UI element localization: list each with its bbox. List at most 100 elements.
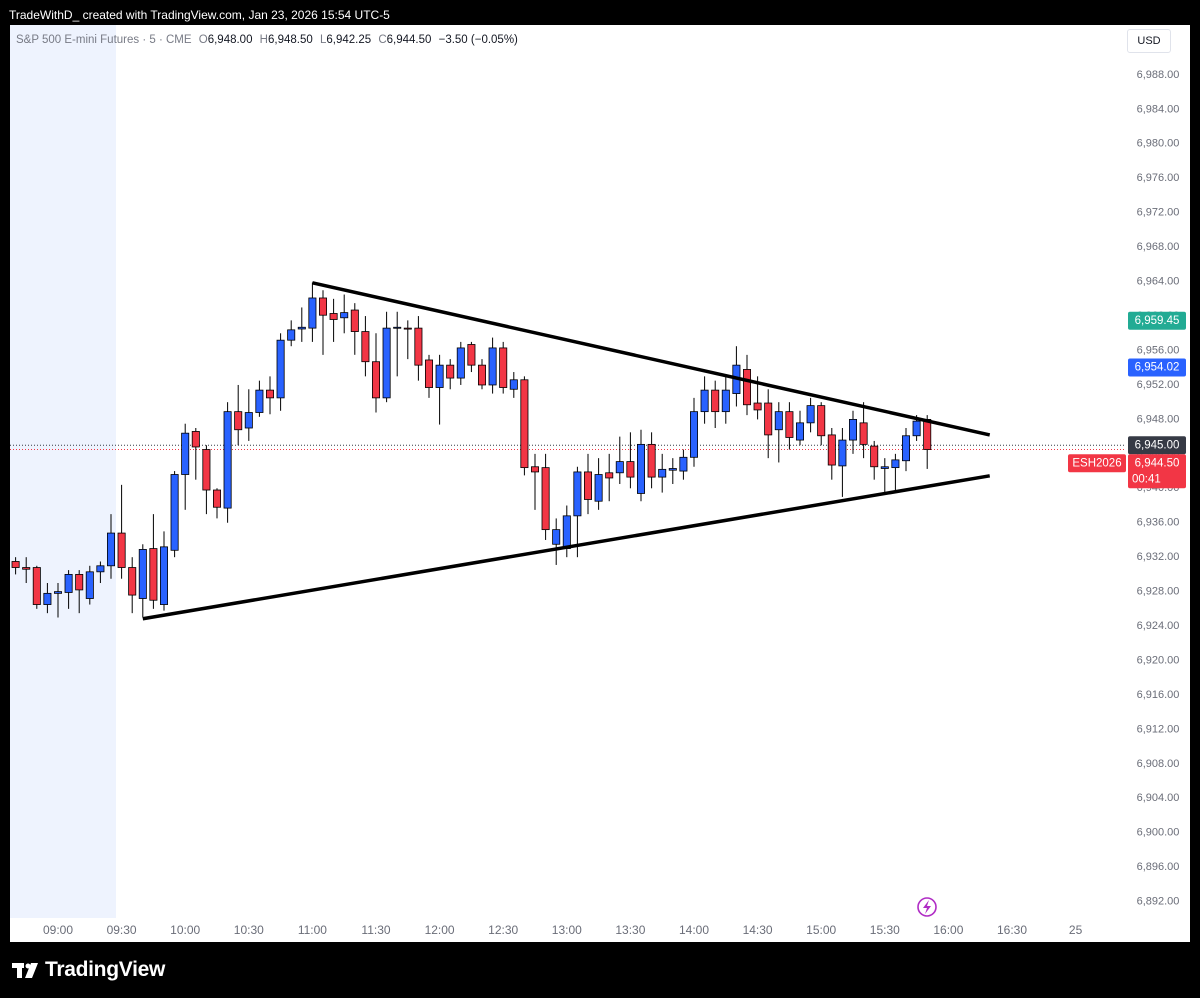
ohlc-key: C xyxy=(378,34,387,46)
y-tick-label: 6,948.00 xyxy=(1137,413,1180,425)
candle-body xyxy=(43,592,52,605)
y-tick-label: 6,980.00 xyxy=(1137,138,1180,150)
candle-body xyxy=(562,515,571,549)
candle-body xyxy=(584,471,593,500)
symbol-tag xyxy=(1068,454,1126,473)
x-tick-label: 25 xyxy=(1069,923,1083,937)
candle-body xyxy=(827,434,836,466)
price-label: 6,959.45 xyxy=(1135,315,1180,327)
candle-body xyxy=(637,443,646,494)
candle-body xyxy=(32,567,41,605)
x-tick-label: 12:30 xyxy=(488,923,518,937)
candle-body xyxy=(817,405,826,437)
candle-body xyxy=(796,422,805,441)
x-tick-label: 12:00 xyxy=(425,923,455,937)
candle-body xyxy=(446,364,455,379)
currency-button[interactable]: USD xyxy=(1127,29,1171,53)
x-tick-label: 13:30 xyxy=(615,923,645,937)
candle-body xyxy=(594,474,603,502)
price-label-box xyxy=(1128,436,1186,455)
change: −3.50 (−0.05%) xyxy=(438,34,518,46)
y-tick-label: 6,908.00 xyxy=(1137,758,1180,770)
ohlc-value: 6,948.50 xyxy=(267,34,313,46)
candle-body xyxy=(573,471,582,517)
candle-body xyxy=(414,327,423,366)
y-tick-label: 6,936.00 xyxy=(1137,517,1180,529)
y-tick-label: 6,900.00 xyxy=(1137,827,1180,839)
x-tick-label: 10:30 xyxy=(234,923,264,937)
x-tick-label: 13:00 xyxy=(552,923,582,937)
candle-body xyxy=(668,468,677,471)
candle-body xyxy=(361,331,370,363)
x-tick-label: 16:00 xyxy=(933,923,963,937)
lightning-icon[interactable] xyxy=(917,897,937,917)
candle-body xyxy=(467,344,476,366)
candle-body xyxy=(265,389,274,399)
candle-body xyxy=(308,297,317,329)
trendline xyxy=(142,474,991,621)
candle-body xyxy=(552,529,561,545)
y-tick-label: 6,964.00 xyxy=(1137,276,1180,288)
x-tick-label: 15:00 xyxy=(806,923,836,937)
candle-body xyxy=(456,347,465,379)
x-tick-label: 14:00 xyxy=(679,923,709,937)
candle-body xyxy=(647,443,656,478)
candle-body xyxy=(11,561,20,568)
candle-body xyxy=(96,565,105,573)
x-tick-label: 14:30 xyxy=(743,923,773,937)
price-label-box xyxy=(1128,311,1186,330)
ohlc-value: 6,942.25 xyxy=(326,34,372,46)
candle-body xyxy=(223,411,232,509)
price-label: 6,954.02 xyxy=(1135,362,1180,374)
x-tick-label: 11:30 xyxy=(361,923,390,937)
candle-body xyxy=(202,449,211,491)
y-tick-label: 6,976.00 xyxy=(1137,172,1180,184)
candle-body xyxy=(340,312,349,319)
candle-body xyxy=(626,461,635,478)
candle-body xyxy=(700,389,709,413)
candle-body xyxy=(880,466,889,469)
y-tick-label: 6,988.00 xyxy=(1137,69,1180,81)
candle-body xyxy=(22,567,31,570)
candle-body xyxy=(753,402,762,411)
candle-body xyxy=(276,339,285,399)
candle-body xyxy=(891,459,900,469)
candle-body xyxy=(764,402,773,436)
y-tick-label: 6,972.00 xyxy=(1137,207,1180,219)
branding: TradingView xyxy=(45,958,166,981)
y-tick-label: 6,912.00 xyxy=(1137,723,1180,735)
candle-body xyxy=(350,309,359,332)
candle-body xyxy=(255,389,264,413)
symbol-legend: S&P 500 E-mini Futures · 5 · CME O6,948.… xyxy=(16,34,522,46)
candle-body xyxy=(382,327,391,399)
price-label: 6,944.50 xyxy=(1135,457,1180,469)
candle-body xyxy=(870,445,879,468)
candle-body xyxy=(435,364,444,388)
candle-body xyxy=(159,546,168,605)
symbol: S&P 500 E-mini Futures · 5 · CME xyxy=(16,34,192,46)
y-tick-label: 6,984.00 xyxy=(1137,103,1180,115)
y-tick-label: 6,968.00 xyxy=(1137,241,1180,253)
y-tick-label: 6,928.00 xyxy=(1137,586,1180,598)
candle-body xyxy=(774,411,783,431)
candle-body xyxy=(541,467,550,531)
candle-body xyxy=(85,571,94,599)
candle-body xyxy=(117,532,126,568)
candle-body xyxy=(181,432,190,475)
candle-body xyxy=(488,347,497,386)
candle-body xyxy=(923,419,932,450)
candle-body xyxy=(785,411,794,438)
candle-body xyxy=(424,359,433,388)
countdown: 00:41 xyxy=(1132,473,1161,485)
x-tick-label: 16:30 xyxy=(997,923,1027,937)
y-tick-label: 6,924.00 xyxy=(1137,620,1180,632)
premarket-shading xyxy=(10,25,116,918)
y-tick-label: 6,952.00 xyxy=(1137,379,1180,391)
price-label-box xyxy=(1128,454,1186,489)
y-tick-label: 6,904.00 xyxy=(1137,792,1180,804)
candle-body xyxy=(297,326,306,330)
candle-body xyxy=(244,412,253,429)
candle-body xyxy=(107,532,116,567)
candle-body xyxy=(329,313,338,320)
